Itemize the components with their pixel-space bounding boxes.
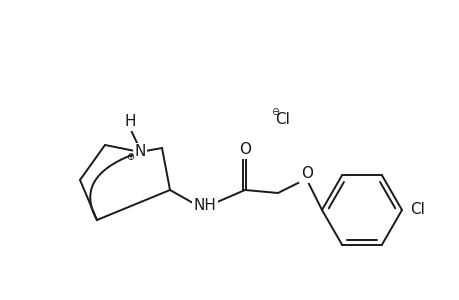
- Text: O: O: [239, 142, 251, 158]
- Text: ⊖: ⊖: [270, 107, 279, 117]
- Text: Cl: Cl: [410, 202, 425, 217]
- Text: H: H: [124, 115, 135, 130]
- Text: O: O: [300, 167, 312, 182]
- Text: ⊕: ⊕: [126, 152, 134, 162]
- Text: N: N: [134, 145, 146, 160]
- Text: NH: NH: [193, 197, 216, 212]
- Text: Cl: Cl: [275, 112, 290, 128]
